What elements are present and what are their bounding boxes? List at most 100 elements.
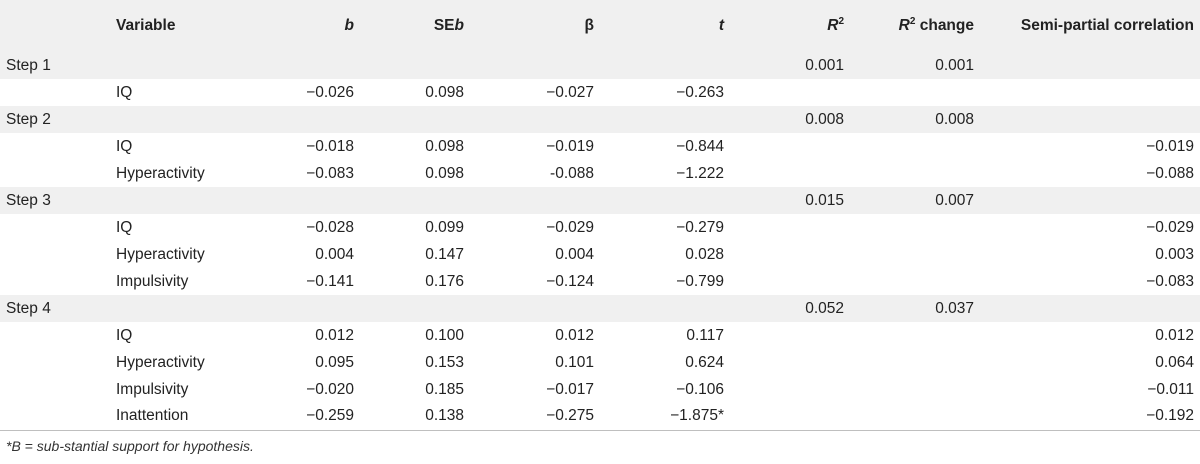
cell-r2: 0.008 <box>805 110 844 128</box>
cell-beta: −0.027 <box>546 83 594 101</box>
cell-r2change <box>850 214 980 241</box>
header-seb-suffix: b <box>454 17 464 34</box>
cell-r2change <box>850 268 980 295</box>
step-row: Step 3 0.015 0.007 <box>0 187 1200 214</box>
cell-r2change <box>850 79 980 106</box>
table-row: IQ −0.028 0.099 −0.029 −0.279 −0.029 <box>0 214 1200 241</box>
cell-r2: 0.052 <box>805 299 844 317</box>
cell-r2change: 0.008 <box>935 110 974 128</box>
cell-b: −0.259 <box>306 407 354 425</box>
cell-t: 0.028 <box>685 245 724 263</box>
row-step-label <box>0 403 110 430</box>
cell-beta: 0.101 <box>555 353 594 371</box>
cell-seb: 0.098 <box>425 83 464 101</box>
cell-beta: −0.019 <box>546 137 594 155</box>
table-row: Inattention −0.259 0.138 −0.275 −1.875* −0.19… <box>0 403 1200 430</box>
row-step-label <box>0 268 110 295</box>
cell-r2change: 0.007 <box>935 191 974 209</box>
row-step-label <box>0 376 110 403</box>
table-row: Impulsivity −0.020 0.185 −0.017 −0.106 −0.011 <box>0 376 1200 403</box>
cell-semipartial <box>980 52 1200 79</box>
step-row: Step 4 0.052 0.037 <box>0 295 1200 322</box>
row-variable: Hyperactivity <box>116 164 205 182</box>
cell-seb <box>360 52 470 79</box>
cell-beta: -0.088 <box>550 164 594 182</box>
cell-t <box>600 295 730 322</box>
cell-seb: 0.176 <box>425 272 464 290</box>
cell-r2change: 0.037 <box>935 299 974 317</box>
cell-beta: −0.124 <box>546 272 594 290</box>
step-row: Step 2 0.008 0.008 <box>0 106 1200 133</box>
header-variable: Variable <box>116 17 176 34</box>
row-step-label <box>0 133 110 160</box>
cell-semipartial: −0.011 <box>1147 380 1194 398</box>
cell-semipartial <box>980 79 1200 106</box>
table-row: Impulsivity −0.141 0.176 −0.124 −0.799 −0.083 <box>0 268 1200 295</box>
cell-semipartial: 0.064 <box>1155 353 1194 371</box>
table-header: Variable b SEb β t R2 R2 change Semi-par… <box>0 0 1200 52</box>
cell-r2: 0.015 <box>805 191 844 209</box>
cell-r2change <box>850 133 980 160</box>
cell-seb: 0.185 <box>425 380 464 398</box>
cell-t: −0.279 <box>676 218 724 236</box>
cell-seb <box>360 295 470 322</box>
cell-r2change: 0.001 <box>935 56 974 74</box>
cell-b <box>260 52 360 79</box>
cell-semipartial: −0.019 <box>1146 137 1194 155</box>
cell-beta: −0.275 <box>546 407 594 425</box>
cell-semipartial <box>980 106 1200 133</box>
cell-seb <box>360 187 470 214</box>
cell-beta <box>470 295 600 322</box>
row-variable: Inattention <box>116 407 189 425</box>
table-row: Hyperactivity −0.083 0.098 -0.088 −1.222 −0.0… <box>0 160 1200 187</box>
header-seb-prefix: SE <box>433 17 455 34</box>
cell-b <box>260 187 360 214</box>
cell-b: −0.028 <box>306 218 354 236</box>
cell-beta: 0.004 <box>555 245 594 263</box>
cell-r2 <box>730 214 850 241</box>
row-step-label: Step 4 <box>6 299 51 317</box>
cell-seb <box>360 106 470 133</box>
cell-semipartial: 0.012 <box>1155 326 1194 344</box>
cell-r2 <box>730 322 850 349</box>
cell-r2change <box>850 322 980 349</box>
cell-r2change <box>850 376 980 403</box>
header-r2-base: R <box>827 17 839 35</box>
row-variable: Impulsivity <box>116 272 189 290</box>
cell-r2 <box>730 268 850 295</box>
table-row: IQ −0.026 0.098 −0.027 −0.263 <box>0 79 1200 106</box>
row-step-label: Step 1 <box>6 56 51 74</box>
cell-r2change <box>850 160 980 187</box>
header-step <box>0 0 110 52</box>
regression-table: Variable b SEb β t R2 R2 change Semi-par… <box>0 0 1200 430</box>
cell-beta: −0.017 <box>546 380 594 398</box>
cell-t: −1.222 <box>676 164 724 182</box>
header-beta: β <box>584 17 594 34</box>
cell-r2 <box>730 403 850 430</box>
header-r2: R2 <box>730 0 850 52</box>
cell-t: 0.624 <box>685 353 724 371</box>
header-r2change-base: R <box>898 17 910 35</box>
row-step-label <box>0 160 110 187</box>
cell-t <box>600 106 730 133</box>
row-step-label <box>0 349 110 376</box>
cell-r2: 0.001 <box>805 56 844 74</box>
cell-b: 0.004 <box>315 245 354 263</box>
cell-beta: 0.012 <box>555 326 594 344</box>
cell-semipartial: −0.088 <box>1146 164 1194 182</box>
row-variable <box>110 295 260 322</box>
cell-beta <box>470 106 600 133</box>
cell-semipartial: −0.029 <box>1146 218 1194 236</box>
cell-r2change <box>850 349 980 376</box>
row-variable: IQ <box>116 83 133 101</box>
row-step-label <box>0 241 110 268</box>
header-r2change: R2 change <box>850 0 980 52</box>
row-variable: IQ <box>116 326 133 344</box>
cell-semipartial: 0.003 <box>1155 245 1194 263</box>
row-variable: Hyperactivity <box>116 353 205 371</box>
cell-b <box>260 295 360 322</box>
cell-seb: 0.138 <box>425 407 464 425</box>
cell-r2 <box>730 349 850 376</box>
cell-t: 0.117 <box>686 326 724 344</box>
